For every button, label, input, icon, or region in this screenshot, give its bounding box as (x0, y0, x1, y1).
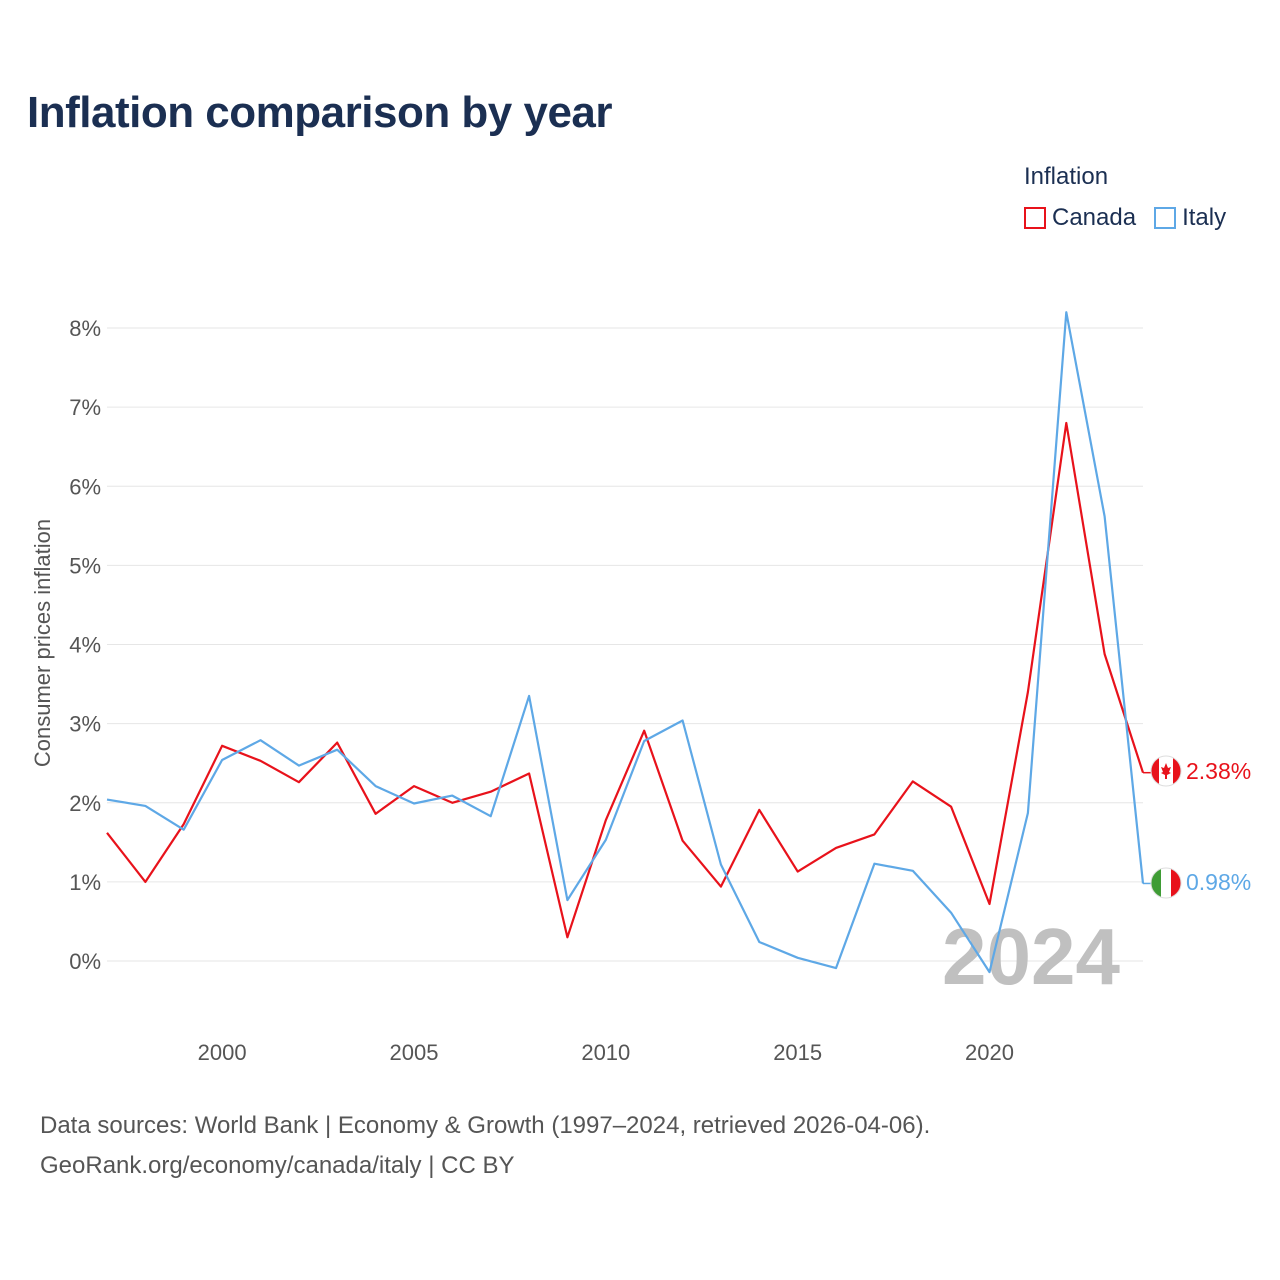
source-line-2[interactable]: GeoRank.org/economy/canada/italy | CC BY (40, 1152, 515, 1179)
canada-end-label: 2.38% (1186, 758, 1251, 784)
legend-label-canada: Canada (1052, 204, 1137, 231)
chart-title: Inflation comparison by year (27, 88, 613, 137)
legend: Canada Italy (1024, 204, 1244, 232)
legend-item-canada[interactable]: Canada (1024, 204, 1136, 232)
series-line-canada[interactable] (106, 421, 1145, 939)
y-tick-label: 3% (69, 712, 101, 737)
legend-label-italy: Italy (1182, 204, 1227, 231)
legend-swatch-canada (1024, 207, 1046, 229)
y-tick-label: 7% (69, 395, 101, 420)
x-tick-label: 2000 (198, 1040, 247, 1065)
y-tick-label: 0% (69, 949, 101, 974)
canada-flag-icon (1151, 756, 1181, 786)
legend-title: Inflation (1024, 163, 1109, 190)
italy-end-label: 0.98% (1186, 869, 1251, 895)
y-tick-label: 8% (69, 316, 101, 341)
source-line-1: Data sources: World Bank | Economy & Gro… (40, 1112, 931, 1139)
legend-item-italy[interactable]: Italy (1154, 204, 1226, 232)
italy-flag-icon (1151, 868, 1181, 898)
x-tick-label: 2010 (581, 1040, 630, 1065)
x-tick-label: 2015 (773, 1040, 822, 1065)
y-tick-label: 1% (69, 870, 101, 895)
y-axis-label: Consumer prices inflation (30, 519, 55, 767)
y-tick-label: 2% (69, 791, 101, 816)
y-tick-label: 6% (69, 474, 101, 499)
y-tick-label: 5% (69, 553, 101, 578)
year-watermark: 2024 (942, 912, 1120, 1001)
y-tick-label: 4% (69, 633, 101, 658)
source-note: Data sources: World Bank | Economy & Gro… (40, 1106, 930, 1186)
x-tick-label: 2020 (965, 1040, 1014, 1065)
series-line-italy[interactable] (106, 311, 1145, 974)
legend-swatch-italy (1154, 207, 1177, 229)
x-tick-label: 2005 (389, 1040, 438, 1065)
